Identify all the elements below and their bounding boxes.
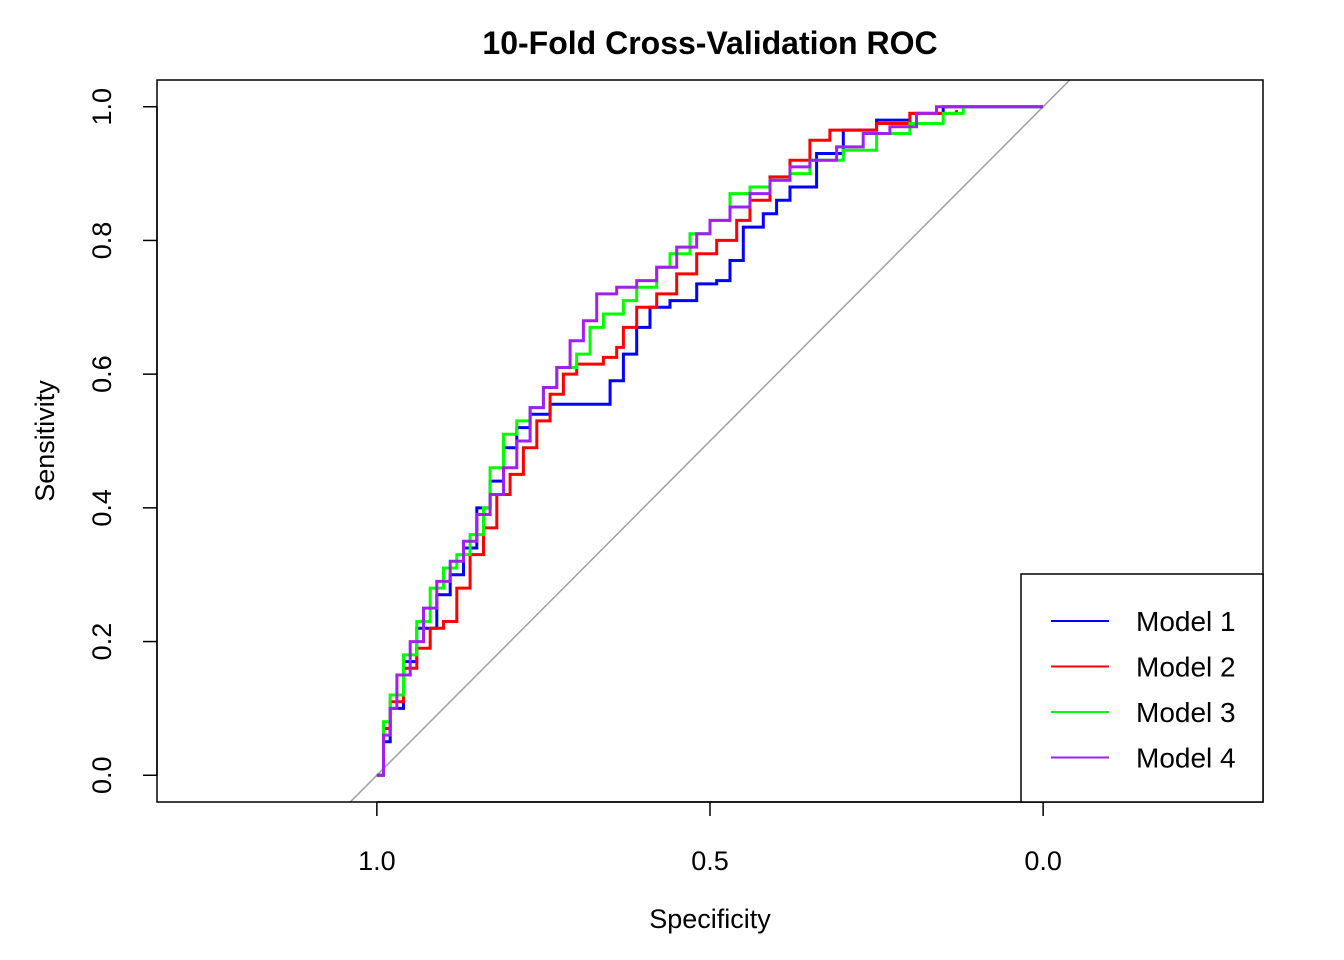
y-tick-label: 1.0	[87, 88, 117, 126]
chart-title: 10-Fold Cross-Validation ROC	[482, 25, 937, 61]
reference-diagonal-line	[349, 80, 1071, 802]
x-tick-label: 0.5	[691, 846, 729, 876]
legend-label-model-4: Model 4	[1136, 743, 1236, 774]
y-tick-label: 0.0	[87, 756, 117, 794]
x-tick-label: 1.0	[358, 846, 396, 876]
roc-curve-model-4	[376, 105, 1044, 777]
y-tick-label: 0.2	[87, 623, 117, 661]
legend-box	[1020, 573, 1264, 803]
legend-label-model-3: Model 3	[1136, 697, 1236, 728]
legend: Model 1 Model 2 Model 3 Model 4	[1020, 573, 1264, 803]
x-axis-label: Specificity	[649, 904, 771, 934]
roc-curve-model-1	[376, 105, 1044, 777]
axes: 1.0 0.5 0.0 0.0 0.2 0.4 0.6 0.8 1.0	[87, 88, 1062, 876]
y-tick-label: 0.4	[87, 489, 117, 527]
plot-area	[349, 80, 1071, 802]
legend-label-model-1: Model 1	[1136, 606, 1236, 637]
roc-curve-model-2	[376, 110, 958, 777]
y-tick-label: 0.6	[87, 355, 117, 393]
y-tick-label: 0.8	[87, 222, 117, 260]
x-tick-label: 0.0	[1024, 846, 1062, 876]
y-axis-label: Sensitivity	[30, 380, 60, 502]
legend-label-model-2: Model 2	[1136, 652, 1236, 683]
